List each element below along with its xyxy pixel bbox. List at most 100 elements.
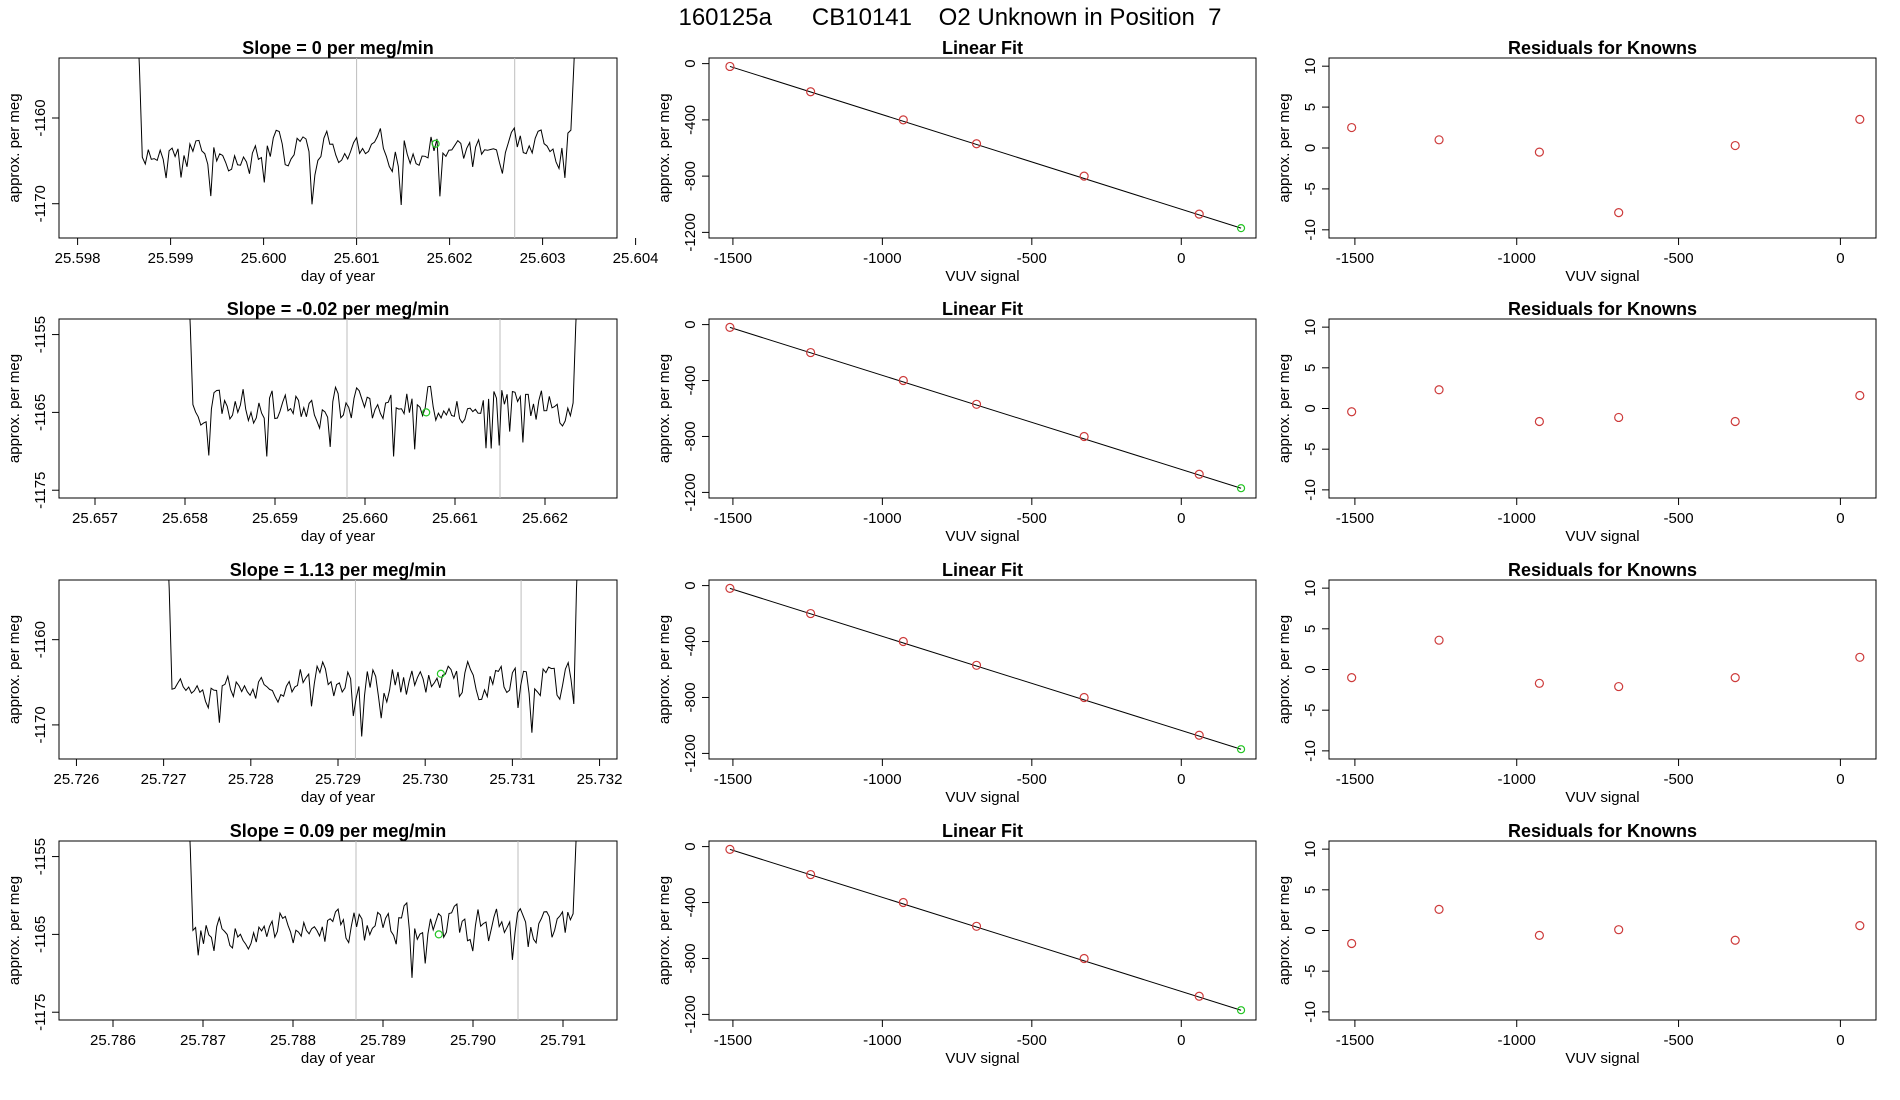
data-point: [1614, 208, 1624, 218]
data-point: [971, 660, 982, 670]
x-tick-label: -1500: [1336, 510, 1374, 527]
x-tick-label: -1000: [1498, 1032, 1536, 1049]
data-point: [1347, 938, 1357, 949]
x-tick-label: 25.786: [90, 1032, 136, 1049]
panel-title: Residuals for Knowns: [1508, 299, 1697, 319]
x-tick-label: -1000: [863, 510, 901, 527]
data-point: [971, 921, 982, 931]
y-tick-label: -1200: [682, 995, 699, 1033]
x-tick-label: 25.657: [72, 510, 118, 527]
panel-title: Slope = 0 per meg/min: [242, 38, 434, 58]
data-point: [1434, 635, 1444, 645]
x-tick-label: 0: [1836, 250, 1844, 267]
data-point: [1730, 935, 1740, 945]
x-tick-label: -1000: [1498, 250, 1536, 267]
unknown-point: [1236, 224, 1246, 233]
data-point: [1730, 416, 1740, 427]
x-tick-label: 25.598: [55, 250, 101, 267]
y-tick-label: 0: [1302, 665, 1319, 673]
data-point: [1079, 431, 1089, 442]
data-point: [1614, 412, 1624, 423]
fit-line: [729, 587, 1242, 750]
y-tick-label: -400: [682, 105, 699, 135]
x-tick-label: 25.789: [360, 1032, 406, 1049]
x-tick-label: -500: [1664, 250, 1694, 267]
data-point: [1855, 390, 1865, 401]
x-axis-label: VUV signal: [945, 1050, 1019, 1067]
panel-title: Linear Fit: [942, 38, 1023, 58]
y-tick-label: -400: [682, 888, 699, 918]
data-point: [898, 115, 908, 125]
x-tick-label: 25.731: [489, 771, 535, 788]
series-trace: [168, 580, 578, 737]
data-point: [971, 139, 982, 149]
data-point: [725, 583, 735, 593]
y-tick-label: -400: [682, 366, 699, 396]
x-tick-label: 25.730: [402, 771, 448, 788]
y-axis-label: approx. per meg: [656, 876, 673, 985]
y-tick-label: -5: [1302, 443, 1319, 456]
x-tick-label: 25.788: [270, 1032, 316, 1049]
plot-frame: [1328, 579, 1877, 760]
data-point: [1855, 921, 1865, 931]
y-axis-label: approx. per meg: [1276, 354, 1293, 463]
data-point: [725, 61, 735, 72]
plot-area: [138, 58, 575, 238]
plot-frame: [1328, 318, 1877, 499]
panel-title: Linear Fit: [942, 560, 1023, 580]
y-tick-label: 0: [1302, 404, 1319, 412]
x-tick-label: 0: [1836, 1032, 1844, 1049]
y-tick-label: -1160: [32, 621, 49, 658]
y-tick-label: 10: [1302, 841, 1319, 858]
plot-frame: [58, 579, 618, 760]
x-tick-label: -1000: [1498, 771, 1536, 788]
x-tick-label: -500: [1664, 771, 1694, 788]
y-tick-label: 0: [1302, 144, 1319, 152]
y-tick-label: -10: [1302, 1001, 1319, 1023]
x-tick-label: -500: [1017, 1032, 1047, 1049]
y-tick-label: -800: [682, 682, 699, 712]
y-tick-label: -1165: [32, 916, 49, 953]
x-tick-label: -1500: [1336, 771, 1374, 788]
plot-area: [725, 61, 1246, 233]
x-tick-label: 25.787: [180, 1032, 226, 1049]
x-tick-label: 25.603: [520, 250, 566, 267]
unknown-point: [1236, 1006, 1246, 1015]
plot-frame: [708, 840, 1257, 1021]
series-trace: [138, 58, 575, 206]
x-tick-label: 25.661: [432, 510, 478, 527]
data-point: [1434, 135, 1444, 145]
x-tick-label: 0: [1177, 771, 1185, 788]
y-tick-label: 0: [682, 59, 699, 67]
x-tick-label: -500: [1017, 771, 1047, 788]
y-tick-label: -10: [1302, 740, 1319, 762]
x-tick-label: 25.602: [427, 250, 473, 267]
x-tick-label: 0: [1836, 510, 1844, 527]
plot-area: [168, 580, 578, 759]
data-point: [1194, 469, 1204, 479]
y-tick-label: -1155: [32, 838, 49, 875]
data-point: [1614, 925, 1624, 935]
series-trace: [189, 841, 577, 978]
x-tick-label: -1500: [1336, 1032, 1374, 1049]
plot-area: [725, 844, 1246, 1015]
plot-frame: [1328, 57, 1877, 239]
unknown-point: [436, 669, 445, 678]
panel-title: Slope = 1.13 per meg/min: [230, 560, 447, 580]
panel-title: Residuals for Knowns: [1508, 821, 1697, 841]
y-tick-label: 5: [1302, 625, 1319, 633]
data-point: [898, 897, 908, 908]
y-axis-label: approx. per meg: [1276, 615, 1293, 724]
plot-frame: [58, 57, 618, 239]
x-tick-label: 25.790: [450, 1032, 496, 1049]
plot-frame: [708, 318, 1257, 499]
data-point: [1079, 692, 1089, 703]
plot-area: [1347, 114, 1865, 218]
y-tick-label: -1155: [32, 316, 49, 353]
unknown-point: [431, 139, 440, 148]
x-tick-label: 25.732: [577, 771, 623, 788]
y-tick-label: -5: [1302, 704, 1319, 717]
y-tick-label: -1170: [32, 185, 49, 222]
y-axis-label: approx. per meg: [656, 354, 673, 463]
